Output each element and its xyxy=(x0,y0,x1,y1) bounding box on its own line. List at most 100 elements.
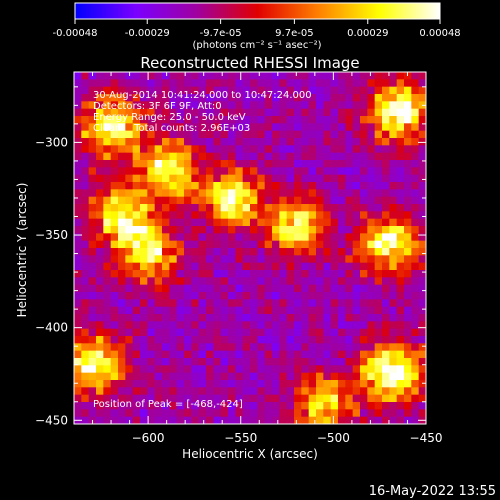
heatmap-cell xyxy=(206,101,214,110)
heatmap-cell xyxy=(96,196,104,205)
heatmap-cell xyxy=(132,160,141,168)
heatmap-cell xyxy=(330,72,339,80)
heatmap-cell xyxy=(176,343,185,352)
heatmap-cell xyxy=(110,350,119,359)
heatmap-cell xyxy=(345,277,354,286)
heatmap-cell xyxy=(338,182,346,190)
heatmap-cell xyxy=(103,94,112,102)
heatmap-cell xyxy=(286,79,295,88)
heatmap-cell xyxy=(382,394,390,403)
heatmap-cell xyxy=(228,314,236,322)
heatmap-cell xyxy=(220,416,229,424)
heatmap-cell xyxy=(118,343,126,352)
heatmap-cell xyxy=(345,182,354,190)
heatmap-cell xyxy=(404,196,412,205)
heatmap-cell xyxy=(176,182,185,190)
heatmap-cell xyxy=(88,248,97,256)
heatmap-cell xyxy=(374,182,383,190)
heatmap-cell xyxy=(81,138,90,146)
heatmap-cell xyxy=(272,204,280,212)
heatmap-cell xyxy=(220,240,229,249)
heatmap-cell xyxy=(257,152,266,161)
heatmap-cell xyxy=(118,336,126,344)
heatmap-cell xyxy=(367,248,376,256)
heatmap-cell xyxy=(286,358,295,366)
heatmap-cell xyxy=(323,350,332,359)
heatmap-cell xyxy=(191,270,200,278)
heatmap-cell xyxy=(198,94,207,102)
heatmap-cell xyxy=(206,299,214,308)
heatmap-cell xyxy=(418,160,426,168)
heatmap-cell xyxy=(118,262,126,271)
heatmap-cell xyxy=(382,306,390,315)
heatmap-cell xyxy=(206,358,214,366)
heatmap-cell xyxy=(162,72,170,80)
heatmap-cell xyxy=(418,116,426,124)
heatmap-cell xyxy=(191,174,200,183)
heatmap-cell xyxy=(418,182,426,190)
heatmap-cell xyxy=(88,226,97,234)
heatmap-cell xyxy=(96,314,104,322)
heatmap-cell xyxy=(279,94,288,102)
heatmap-cell xyxy=(250,416,258,424)
heatmap-cell xyxy=(184,160,192,168)
heatmap-cell xyxy=(396,160,405,168)
heatmap-cell xyxy=(110,182,119,190)
heatmap-cell xyxy=(360,211,368,220)
heatmap-cell xyxy=(345,233,354,242)
heatmap-cell xyxy=(88,380,97,388)
heatmap-cell xyxy=(103,240,112,249)
heatmap-cell xyxy=(96,299,104,308)
heatmap-cell xyxy=(382,174,390,183)
heatmap-cell xyxy=(176,108,185,117)
heatmap-cell xyxy=(140,409,148,418)
heatmap-cell xyxy=(257,402,266,410)
heatmap-cell xyxy=(132,108,141,117)
heatmap-cell xyxy=(220,350,229,359)
heatmap-cell xyxy=(250,101,258,110)
heatmap-cell xyxy=(301,306,310,315)
heatmap-cell xyxy=(411,145,420,154)
heatmap-cell xyxy=(242,72,251,80)
heatmap-cell xyxy=(74,262,82,271)
heatmap-cell xyxy=(154,394,163,403)
heatmap-cell xyxy=(257,306,266,315)
heatmap-cell xyxy=(228,116,236,124)
heatmap-cell xyxy=(132,416,141,424)
heatmap-cell xyxy=(272,138,280,146)
heatmap-cell xyxy=(110,130,119,139)
heatmap-cell xyxy=(220,321,229,330)
heatmap-cell xyxy=(330,314,339,322)
heatmap-cell xyxy=(308,160,317,168)
heatmap-cell xyxy=(294,314,302,322)
heatmap-cell xyxy=(162,233,170,242)
heatmap-cell xyxy=(257,394,266,403)
heatmap-cell xyxy=(352,196,361,205)
heatmap-cell xyxy=(323,416,332,424)
heatmap-cell xyxy=(213,218,222,227)
heatmap-cell xyxy=(169,218,178,227)
heatmap-cell xyxy=(198,116,207,124)
heatmap-cell xyxy=(338,79,346,88)
heatmap-cell xyxy=(389,248,398,256)
heatmap-cell xyxy=(308,262,317,271)
heatmap-cell xyxy=(220,336,229,344)
heatmap-cell xyxy=(132,394,141,403)
heatmap-cell xyxy=(118,321,126,330)
heatmap-cell xyxy=(352,284,361,293)
heatmap-cell xyxy=(389,321,398,330)
heatmap-cell xyxy=(140,299,148,308)
heatmap-cell xyxy=(257,350,266,359)
heatmap-cell xyxy=(367,123,376,132)
heatmap-cell xyxy=(411,262,420,271)
heatmap-cell xyxy=(330,262,339,271)
heatmap-cell xyxy=(301,394,310,403)
heatmap-cell xyxy=(213,416,222,424)
heatmap-cell xyxy=(404,358,412,366)
heatmap-cell xyxy=(323,218,332,227)
heatmap-cell xyxy=(96,306,104,315)
heatmap-cell xyxy=(360,196,368,205)
heatmap-cell xyxy=(125,394,134,403)
heatmap-cell xyxy=(264,394,273,403)
heatmap-cell xyxy=(206,284,214,293)
